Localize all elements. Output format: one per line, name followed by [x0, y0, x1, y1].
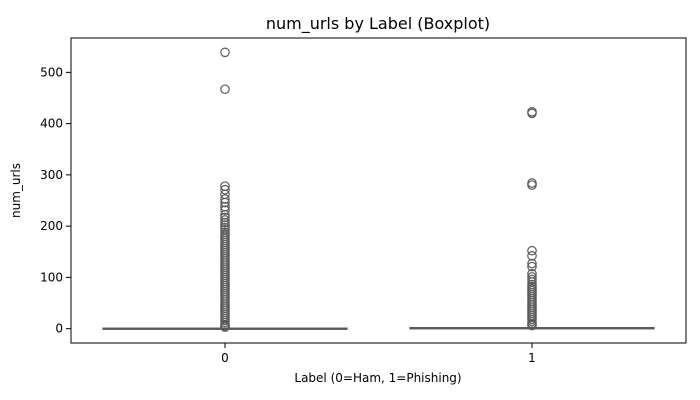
y-axis-label: num_urls: [9, 163, 23, 218]
y-tick-label: 200: [40, 219, 63, 233]
plot-frame: [70, 37, 687, 344]
chart-title: num_urls by Label (Boxplot): [266, 14, 490, 34]
outlier-point: [527, 274, 537, 285]
outlier-point: [527, 251, 537, 261]
outlier-point: [220, 194, 230, 204]
y-tick-label: 500: [40, 65, 63, 79]
y-tick-label: 300: [40, 168, 63, 182]
outlier-point: [527, 178, 537, 188]
outlier-point: [220, 212, 230, 223]
outlier-point: [220, 220, 230, 230]
outlier-point: [220, 47, 230, 58]
outlier-point: [220, 217, 230, 228]
outlier-point: [220, 322, 230, 332]
outlier-point: [220, 84, 230, 95]
outlier-point: [527, 258, 537, 269]
outlier-point: [527, 180, 537, 190]
outlier-point: [220, 215, 230, 225]
y-tick-label: 0: [55, 322, 63, 336]
outlier-point: [527, 245, 537, 256]
x-axis-label: Label (0=Ham, 1=Phishing): [294, 371, 461, 385]
outlier-point: [527, 320, 537, 331]
outlier-point: [220, 197, 230, 208]
x-tick-label: 1: [528, 351, 536, 365]
outlier-point: [527, 272, 537, 282]
outlier-point: [220, 184, 230, 195]
outlier-point: [527, 108, 537, 119]
y-tick-label: 100: [40, 270, 63, 284]
y-tick-label: 400: [40, 117, 63, 131]
outlier-point: [220, 210, 230, 220]
outlier-point: [527, 261, 537, 272]
outlier-point: [220, 205, 230, 216]
x-tick-label: 0: [221, 351, 229, 365]
plot-layer: 0 100 200 300 400 500 0 1: [40, 37, 687, 365]
